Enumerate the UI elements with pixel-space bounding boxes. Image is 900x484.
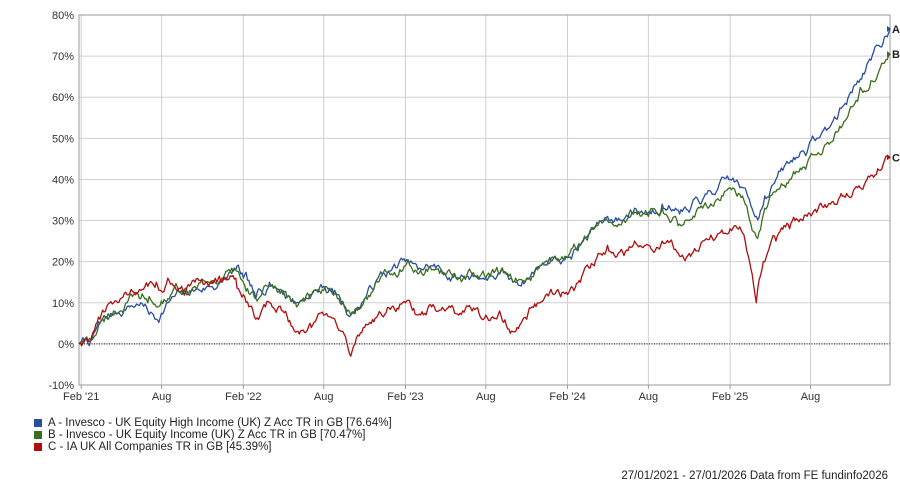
- x-tick-label: Feb '23: [387, 391, 423, 403]
- y-tick-label: 70%: [52, 51, 74, 63]
- legend-swatch-a: [34, 419, 42, 427]
- series-end-labels: A B C: [887, 24, 900, 164]
- legend-swatch-c: [34, 443, 42, 451]
- x-tick-label: Aug: [476, 391, 496, 403]
- series-line-b: [78, 53, 891, 345]
- x-tick-label: Feb '24: [549, 391, 585, 403]
- y-tick-label: 10%: [52, 298, 74, 310]
- y-tick-label: 80%: [52, 10, 74, 22]
- y-tick-label: 20%: [52, 257, 74, 269]
- legend-label-b: B - Invesco - UK Equity Income (UK) Z Ac…: [48, 429, 366, 441]
- y-tick-label: 50%: [52, 133, 74, 145]
- legend-label-c: C - IA UK All Companies TR in GB [45.39%…: [48, 441, 272, 453]
- chart: -10% 0% 10% 20% 30% 40% 50% 60% 70% 80% Feb '21 Aug…: [48, 10, 900, 403]
- series-end-marker-b: [887, 51, 891, 58]
- series-end-label-c: C: [892, 152, 900, 164]
- legend-item-a: A - Invesco - UK Equity High Income (UK)…: [34, 417, 392, 429]
- y-tick-label: 60%: [52, 92, 74, 104]
- series-line-a: [78, 28, 891, 347]
- series-end-label-a: A: [892, 24, 900, 36]
- series-end-marker-a: [887, 25, 891, 32]
- series-end-label-b: B: [892, 49, 900, 61]
- series-line-c: [78, 155, 891, 357]
- x-tick-label: Feb '21: [63, 391, 99, 403]
- plot-area: [78, 14, 891, 386]
- legend-item-b: B - Invesco - UK Equity Income (UK) Z Ac…: [34, 429, 392, 441]
- legend-item-c: C - IA UK All Companies TR in GB [45.39%…: [34, 441, 392, 453]
- y-tick-label: -10%: [48, 380, 74, 392]
- grid: [79, 15, 890, 385]
- y-tick-label: 30%: [52, 216, 74, 228]
- data-source-footer: 27/01/2021 - 27/01/2026 Data from FE fun…: [621, 470, 888, 482]
- x-tick-label: Feb '25: [712, 391, 748, 403]
- series-end-marker-c: [887, 154, 891, 161]
- y-tick-label: 0%: [58, 339, 74, 351]
- x-tick-label: Feb '22: [225, 391, 261, 403]
- legend: A - Invesco - UK Equity High Income (UK)…: [34, 417, 392, 453]
- axes: -10% 0% 10% 20% 30% 40% 50% 60% 70% 80% Feb '21 Aug…: [48, 10, 891, 403]
- x-tick-label: Aug: [801, 391, 821, 403]
- x-tick-label: Aug: [152, 391, 172, 403]
- x-tick-label: Aug: [639, 391, 659, 403]
- y-tick-label: 40%: [52, 174, 74, 186]
- legend-swatch-b: [34, 431, 42, 439]
- series-lines: [78, 28, 891, 357]
- legend-label-a: A - Invesco - UK Equity High Income (UK)…: [48, 417, 392, 429]
- x-tick-label: Aug: [314, 391, 334, 403]
